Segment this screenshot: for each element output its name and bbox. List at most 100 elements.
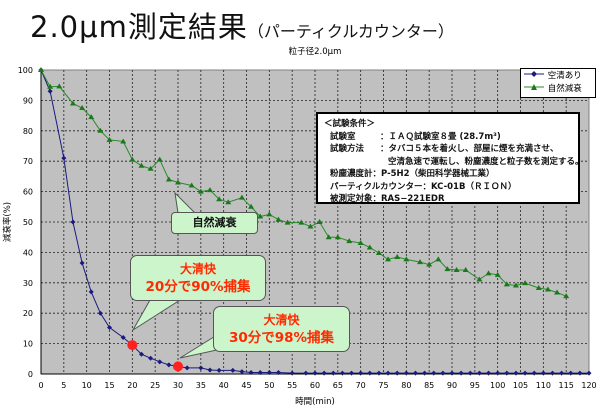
data-point xyxy=(79,105,86,110)
method-label: 試験方法 xyxy=(330,144,365,154)
data-point xyxy=(577,370,583,376)
data-point xyxy=(531,370,537,376)
data-point xyxy=(307,223,314,229)
x-tick-label: 0 xyxy=(38,381,43,390)
y-tick-label: 100 xyxy=(18,66,33,75)
data-point xyxy=(458,370,464,376)
data-point xyxy=(462,267,469,273)
x-tick-label: 75 xyxy=(378,381,388,390)
callout-30min: 大清快 30分で98%捕集 xyxy=(213,306,350,352)
data-point xyxy=(476,276,483,282)
y-tick-label: 30 xyxy=(23,279,33,288)
data-point xyxy=(485,270,492,276)
title-suffix: （パーティクルカウンター） xyxy=(247,22,454,41)
data-point xyxy=(138,162,145,168)
data-point xyxy=(230,367,236,373)
data-point xyxy=(376,370,382,376)
data-point xyxy=(106,136,113,142)
data-point xyxy=(157,359,163,365)
data-point xyxy=(97,310,103,316)
data-point xyxy=(486,370,492,376)
test-target: 被測定対象：RAS−221EDR xyxy=(330,194,445,204)
method-value-cont: 空清急速で運転し、粉塵濃度と粒子数を測定する。 xyxy=(388,156,584,167)
legend-label: 空清あり xyxy=(547,71,582,81)
x-tick-label: 50 xyxy=(264,381,274,390)
x-tick-label: 115 xyxy=(559,381,574,390)
data-point xyxy=(495,370,501,376)
x-tick-label: 105 xyxy=(513,381,528,390)
data-point xyxy=(440,370,446,376)
x-tick-label: 60 xyxy=(310,381,320,390)
data-point xyxy=(513,370,519,376)
x-axis-label: 時間(min) xyxy=(295,397,335,407)
data-point xyxy=(512,282,519,288)
y-tick-label: 60 xyxy=(23,188,33,197)
x-tick-label: 25 xyxy=(150,381,160,390)
x-tick-label: 95 xyxy=(470,381,480,390)
data-point xyxy=(426,261,433,267)
x-tick-label: 120 xyxy=(581,381,596,390)
room-label: 試験室 xyxy=(330,131,356,142)
conditions-heading: ＜試験条件＞ xyxy=(324,119,376,129)
data-point xyxy=(357,239,364,245)
y-axis-label: 減衰率(%) xyxy=(2,202,13,242)
callout-line: 大清快 xyxy=(263,313,300,327)
data-point xyxy=(166,362,172,368)
data-point xyxy=(266,369,272,375)
y-tick-label: 40 xyxy=(23,248,33,257)
data-point xyxy=(366,244,373,250)
data-point xyxy=(69,100,76,106)
y-tick-label: 70 xyxy=(23,157,33,166)
data-point xyxy=(422,370,428,376)
data-point xyxy=(504,370,510,376)
data-point xyxy=(559,370,565,376)
data-point xyxy=(316,219,323,224)
data-point xyxy=(503,281,510,287)
data-point xyxy=(298,219,305,225)
x-tick-label: 15 xyxy=(104,381,114,390)
x-tick-label: 40 xyxy=(219,381,229,390)
data-point xyxy=(554,289,561,295)
data-point xyxy=(216,196,223,202)
y-tick-label: 20 xyxy=(23,309,33,318)
legend-label: 自然減衰 xyxy=(547,84,582,94)
data-point xyxy=(257,213,264,219)
data-point xyxy=(325,234,332,240)
data-point xyxy=(339,370,345,376)
data-point xyxy=(417,259,424,265)
x-tick-label: 85 xyxy=(424,381,434,390)
highlight-point xyxy=(173,361,183,372)
data-point xyxy=(586,370,592,376)
data-point xyxy=(147,165,154,171)
data-point xyxy=(549,370,555,376)
dust-meter: 粉塵濃度計：P-5H2（柴田科学器械工業） xyxy=(330,169,495,179)
x-tick-label: 30 xyxy=(173,381,183,390)
callout-text: 自然減衰 xyxy=(192,216,237,229)
y-tick-label: 50 xyxy=(23,218,33,227)
data-point xyxy=(385,256,392,262)
data-point xyxy=(156,156,163,162)
data-point xyxy=(239,369,245,375)
x-tick-label: 55 xyxy=(287,381,297,390)
x-tick-label: 80 xyxy=(401,381,411,390)
chart-title: 粒子径2.0μm xyxy=(289,46,342,57)
data-point xyxy=(403,256,410,262)
particle-counter: パーティクルカウンター：KC-01B（ＲＩＯＮ） xyxy=(330,181,517,192)
data-point xyxy=(120,138,127,144)
data-point xyxy=(449,370,455,376)
x-tick-label: 45 xyxy=(241,381,251,390)
data-point xyxy=(403,370,409,376)
data-point xyxy=(225,199,232,205)
data-point xyxy=(120,335,126,341)
data-point xyxy=(321,370,327,376)
data-point xyxy=(165,176,172,182)
data-point xyxy=(47,83,54,89)
data-point xyxy=(367,370,373,376)
data-point xyxy=(38,67,44,72)
page-title: 2.0μm測定結果（パーティクルカウンター） xyxy=(30,4,454,46)
data-point xyxy=(312,370,318,376)
series-line-0 xyxy=(40,69,589,374)
data-point xyxy=(435,256,442,262)
data-point xyxy=(88,289,94,295)
